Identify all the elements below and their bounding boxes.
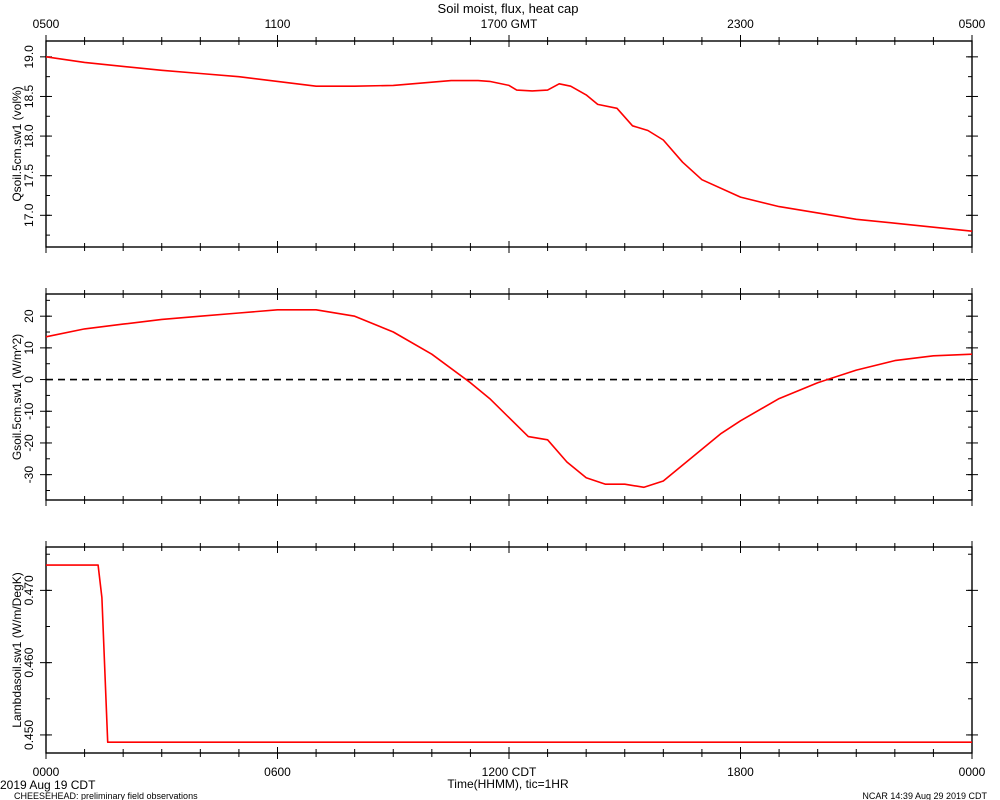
plot-frame	[45, 546, 973, 754]
chart-panel: 20 10 0 -10 -20 -30 Gsoil.5cm.sw1 (W/m^2)	[10, 288, 978, 506]
y-tick-label: 10	[22, 341, 36, 355]
chart-panel: 19.0 18.5 18.0 17.5 17.0 Qsoil.5cm.sw1 (vol%)	[10, 35, 978, 253]
y-tick-label: 0.450	[22, 720, 36, 750]
bottom-tick-label: 1200 CDT	[482, 765, 537, 779]
top-tick-label: 0500	[33, 17, 60, 31]
bottom-tick-label: 0600	[264, 765, 291, 779]
y-tick-label: 0	[22, 376, 36, 383]
y-tick-label: 18.0	[22, 124, 36, 148]
y-tick-label: 17.0	[22, 203, 36, 227]
y-tick-label: -10	[22, 402, 36, 420]
x-axis-label: Time(HHMM), tic=1HR	[447, 777, 569, 791]
top-tick-label: 1700 GMT	[481, 17, 538, 31]
series-line	[45, 56, 973, 232]
y-tick-label: 17.5	[22, 164, 36, 188]
y-tick-label: 0.470	[22, 575, 36, 605]
bottom-tick-label: 0000	[959, 765, 986, 779]
y-tick-label: 0.460	[22, 647, 36, 677]
y-axis-label: Qsoil.5cm.sw1 (vol%)	[10, 86, 24, 201]
bottom-tick-label: 0000	[33, 765, 60, 779]
y-tick-label: 19.0	[22, 45, 36, 69]
date-label: 2019 Aug 19 CDT	[0, 778, 96, 792]
footer-left: CHEESEHEAD: preliminary field observatio…	[14, 791, 198, 800]
top-axis-tick-labels: 0500 1100 1700 GMT 2300 0500	[33, 17, 986, 31]
y-tick-label: -30	[22, 466, 36, 484]
y-axis-label: Gsoil.5cm.sw1 (W/m^2)	[10, 334, 24, 460]
series-line	[45, 308, 973, 489]
y-axis-label: Lambdasoil.sw1 (W/m/DegK)	[10, 572, 24, 727]
y-tick-label: 20	[22, 309, 36, 323]
series-line	[46, 564, 972, 744]
chart-title: Soil moist, flux, heat cap	[438, 1, 579, 16]
y-tick-label: 18.5	[22, 84, 36, 108]
top-tick-label: 0500	[959, 17, 986, 31]
footer-right: NCAR 14:39 Aug 29 2019 CDT	[862, 791, 987, 800]
y-tick-label: -20	[22, 434, 36, 452]
bottom-tick-label: 1800	[727, 765, 754, 779]
bottom-axis-tick-labels: 0000 0600 1200 CDT 1800 0000	[33, 765, 986, 779]
top-tick-label: 1100	[265, 17, 291, 31]
chart-panels: 19.0 18.5 18.0 17.5 17.0 Qsoil.5cm.sw1 (vol%)…	[10, 35, 978, 759]
top-tick-label: 2300	[727, 17, 754, 31]
plot-frame	[45, 293, 973, 501]
